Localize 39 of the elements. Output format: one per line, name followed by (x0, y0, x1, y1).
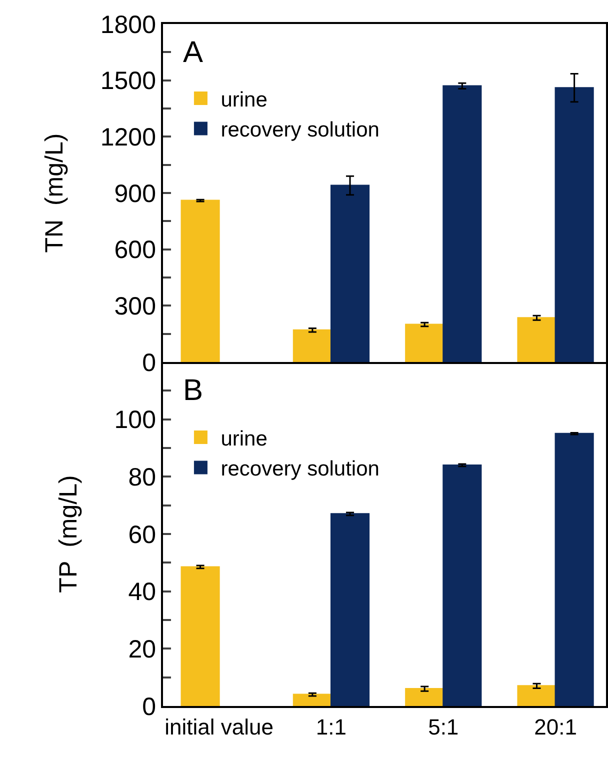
y-tick-label: 60 (128, 520, 156, 549)
chart-title: B (183, 374, 204, 407)
bar (292, 694, 332, 706)
bar (180, 566, 220, 706)
x-tick-label: 20:1 (534, 714, 577, 740)
y-tick-label: 20 (128, 635, 156, 664)
y-tick-label: 600 (114, 236, 156, 264)
bar (330, 184, 370, 362)
y-tick-label: 0 (142, 692, 156, 721)
legend-label: recovery solution (220, 118, 380, 142)
legend-label: urine (220, 88, 268, 112)
legend-label: urine (220, 427, 268, 450)
chart-title: A (183, 36, 204, 69)
y-tick-label: 1500 (100, 67, 156, 96)
y-tick-label: 40 (128, 578, 156, 606)
bar (554, 432, 594, 706)
x-tick-label: initial value (164, 714, 274, 740)
bar (330, 513, 370, 706)
bar (180, 200, 220, 362)
y-tick-label: 1800 (100, 10, 156, 39)
y-tick-label: 100 (114, 406, 156, 434)
bar (405, 324, 444, 362)
bar (554, 87, 594, 362)
y-tick-label: 900 (114, 180, 156, 208)
y-axis-title: TN (mg/L) (40, 133, 69, 253)
bar (442, 464, 482, 706)
bar (292, 329, 332, 362)
y-tick-label: 0 (142, 348, 156, 377)
bar (517, 685, 556, 706)
x-tick-label: 1:1 (316, 714, 347, 740)
bar (517, 317, 556, 362)
y-tick-label: 80 (128, 463, 156, 492)
bar (405, 688, 444, 706)
bar (442, 85, 482, 362)
legend-label: recovery solution (220, 458, 380, 481)
y-tick-label: 300 (114, 292, 156, 320)
x-tick-label: 5:1 (428, 714, 459, 740)
y-tick-label: 1200 (100, 123, 156, 152)
y-axis-title: TP (mg/L) (54, 475, 83, 593)
